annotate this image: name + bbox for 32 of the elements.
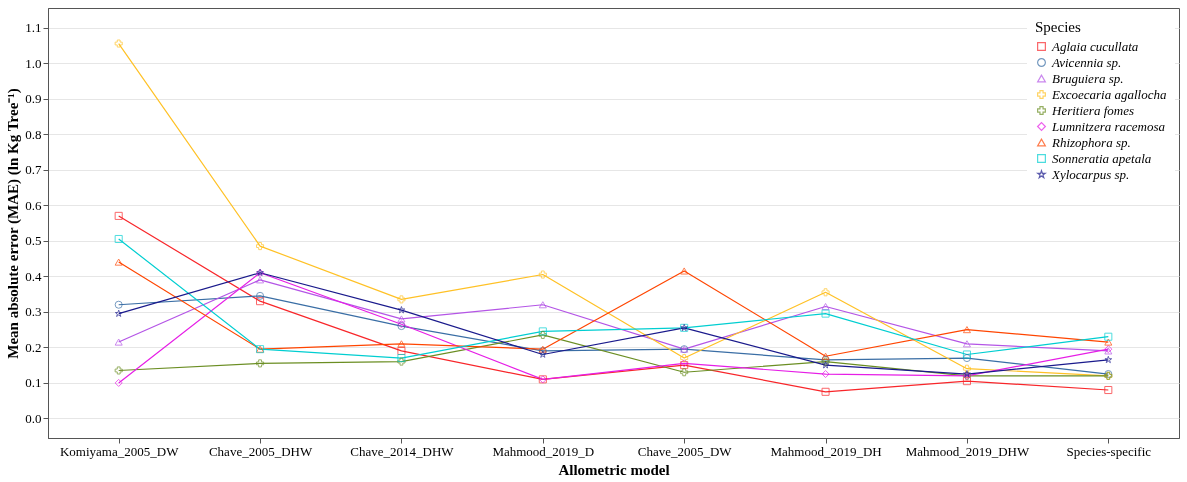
legend-label: Excoecaria agallocha <box>1051 86 1167 102</box>
x-tick-label: Chave_2005_DHW <box>208 443 313 459</box>
legend-title: Species <box>1035 19 1081 35</box>
y-tick-label: 0.8 <box>25 126 42 142</box>
y-tick-label: 1.0 <box>25 55 42 71</box>
legend-label: Avicennia sp. <box>1051 54 1122 70</box>
y-tick-label: 0.3 <box>25 304 42 320</box>
legend-label: Aglaia cucullata <box>1051 38 1139 54</box>
legend-label: Heritiera fomes <box>1051 102 1134 118</box>
y-tick-label: 0.0 <box>25 410 42 426</box>
x-axis-title: Allometric model <box>558 461 670 478</box>
y-tick-label: 0.6 <box>25 197 42 213</box>
y-axis-title: Mean absolute error (MAE) (ln Kg Tree⁻¹) <box>5 88 23 359</box>
legend-label: Xylocarpus sp. <box>1051 166 1130 182</box>
legend-label: Rhizophora sp. <box>1051 134 1131 150</box>
y-tick-label: 0.5 <box>25 233 42 249</box>
x-tick-label: Mahmood_2019_DH <box>770 443 882 459</box>
y-tick-label: 0.4 <box>25 268 42 284</box>
x-tick-label: Mahmood_2019_DHW <box>905 443 1030 459</box>
y-tick-label: 1.1 <box>25 20 42 36</box>
x-tick-label: Chave_2014_DHW <box>350 443 455 459</box>
legend-label: Sonneratia apetala <box>1052 150 1152 166</box>
y-tick-label: 0.7 <box>25 162 42 178</box>
y-tick-label: 0.1 <box>25 375 42 391</box>
y-tick-label: 0.9 <box>25 91 42 107</box>
x-tick-label: Species-specific <box>1066 443 1152 459</box>
x-tick-label: Mahmood_2019_D <box>492 443 595 459</box>
x-tick-label: Chave_2005_DW <box>637 443 733 459</box>
x-tick-label: Komiyama_2005_DW <box>59 443 180 459</box>
legend-label: Lumnitzera racemosa <box>1051 118 1166 134</box>
y-tick-label: 0.2 <box>25 339 42 355</box>
legend-label: Bruguiera sp. <box>1052 70 1124 86</box>
